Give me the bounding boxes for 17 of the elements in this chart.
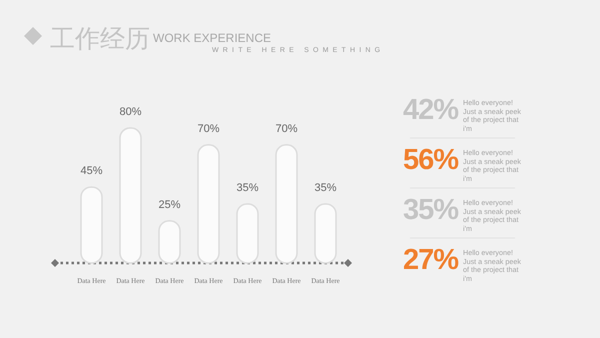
data-label: 35% (313, 182, 338, 194)
bar (158, 220, 181, 264)
bar (197, 144, 220, 264)
data-label: 70% (196, 122, 221, 135)
data-label: 45% (79, 165, 104, 178)
data-label: 27% (403, 244, 458, 277)
bar (314, 203, 337, 264)
data-label: 56% (403, 144, 458, 177)
bar (119, 127, 142, 264)
data-label: 25% (157, 198, 182, 211)
bar (80, 186, 103, 264)
chart-subtitle: WORK EXPERIENCE (153, 31, 272, 45)
data-label: 70% (274, 122, 299, 135)
data-label: 35% (235, 182, 260, 194)
data-label: 80% (118, 106, 143, 118)
bar (236, 203, 259, 264)
bar (275, 144, 298, 264)
